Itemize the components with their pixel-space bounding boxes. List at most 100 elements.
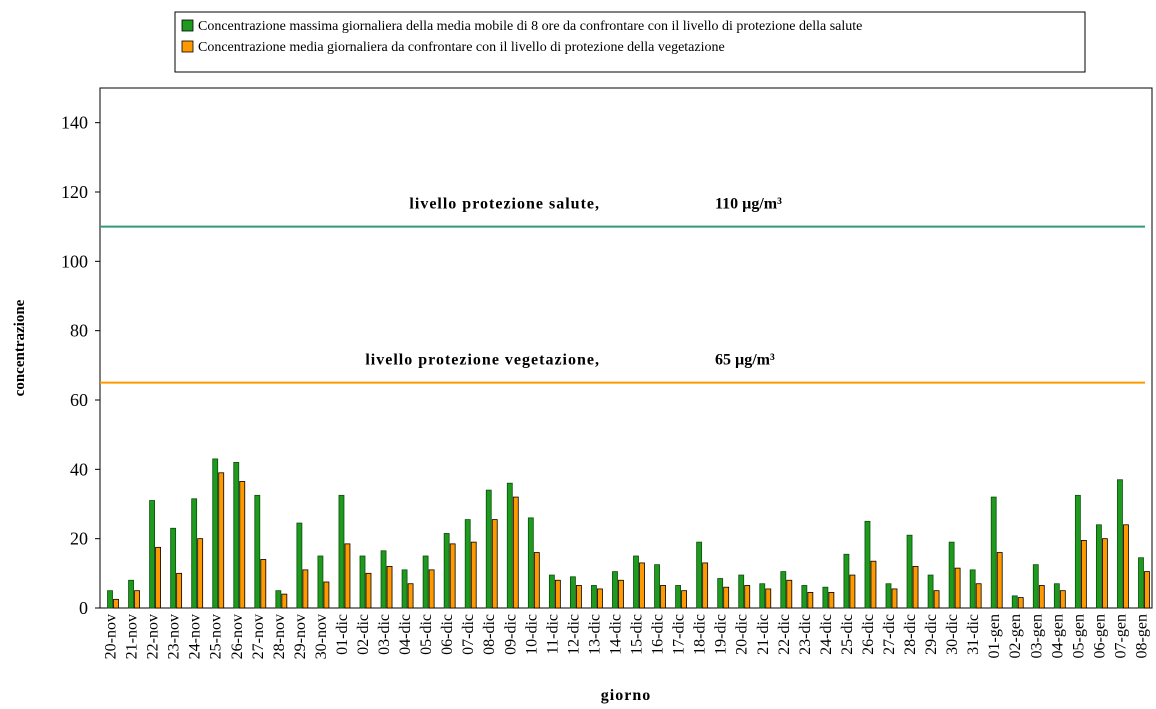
bar	[681, 590, 687, 609]
reference-label: livello protezione vegetazione,	[365, 352, 600, 369]
x-tick-label: 24-nov	[187, 614, 204, 659]
x-tick-label: 02-dic	[355, 614, 372, 655]
reference-label: livello protezione salute,	[409, 196, 600, 213]
bar	[801, 585, 808, 609]
x-tick-label: 29-nov	[292, 614, 309, 659]
bar	[317, 555, 324, 609]
bar	[969, 569, 976, 609]
x-tick-label: 21-nov	[124, 614, 141, 659]
bar	[365, 572, 372, 609]
bar	[281, 593, 288, 609]
y-tick-label: 40	[70, 459, 88, 479]
x-tick-label: 04-dic	[397, 614, 414, 655]
x-tick-label: 21-dic	[755, 614, 772, 655]
bar	[260, 559, 267, 609]
x-tick-label: 01-gen	[986, 614, 1003, 658]
bar	[996, 552, 1003, 609]
bar	[344, 543, 351, 609]
bar	[780, 571, 787, 609]
bar	[449, 543, 456, 609]
bar	[512, 496, 519, 609]
bar	[933, 590, 940, 609]
bar	[786, 579, 793, 609]
x-tick-label: 23-nov	[166, 614, 183, 659]
bar	[170, 527, 177, 609]
bar	[864, 520, 871, 609]
bar	[660, 585, 666, 609]
y-tick-label: 100	[61, 251, 88, 271]
x-tick-label: 16-dic	[650, 614, 667, 655]
y-tick-label: 120	[61, 182, 88, 202]
x-tick-label: 14-dic	[607, 614, 624, 655]
bar	[191, 498, 198, 609]
bar	[422, 555, 429, 609]
y-axis-label: concentrazione	[12, 299, 28, 396]
y-tick-label: 140	[61, 113, 88, 133]
bar	[759, 583, 766, 609]
bar	[807, 592, 814, 609]
x-axis-label: giorno	[601, 687, 651, 704]
x-tick-label: 07-gen	[1112, 614, 1129, 658]
x-tick-label: 25-nov	[208, 614, 225, 659]
bar	[485, 489, 492, 609]
bar	[1096, 524, 1102, 609]
x-tick-label: 23-dic	[797, 614, 814, 655]
bar	[212, 458, 219, 609]
bar	[338, 494, 345, 609]
bar	[1080, 540, 1087, 609]
bar	[302, 569, 309, 609]
x-tick-label: 20-dic	[734, 614, 751, 655]
bar	[1102, 538, 1108, 609]
bar	[1123, 524, 1129, 609]
x-tick-label: 10-dic	[523, 614, 540, 655]
legend-box	[174, 11, 1086, 73]
bar	[591, 585, 597, 609]
bar	[323, 581, 330, 609]
bar	[822, 586, 829, 609]
y-tick-label: 20	[70, 529, 88, 549]
bar	[612, 571, 618, 609]
reference-value-label: 110 µg/m³	[715, 196, 782, 213]
bar	[1011, 595, 1018, 609]
bar	[407, 583, 414, 609]
bar	[155, 546, 162, 609]
legend-swatch	[181, 19, 194, 32]
bar	[254, 494, 261, 609]
x-tick-label: 17-dic	[671, 614, 688, 655]
x-tick-label: 03-dic	[376, 614, 393, 655]
x-tick-label: 26-dic	[860, 614, 877, 655]
bar	[113, 598, 119, 609]
bar	[906, 534, 913, 609]
bar	[470, 541, 477, 609]
bar	[927, 574, 934, 609]
bar	[149, 500, 156, 609]
bar	[548, 574, 555, 609]
bar	[527, 517, 534, 609]
x-tick-label: 01-dic	[334, 614, 351, 655]
bar	[1059, 590, 1066, 609]
y-tick-label: 60	[70, 390, 88, 410]
x-tick-label: 04-gen	[1049, 614, 1066, 658]
legend-swatch	[181, 40, 194, 53]
x-tick-label: 03-gen	[1028, 614, 1045, 658]
x-tick-label: 09-dic	[502, 614, 519, 655]
bar	[554, 579, 561, 609]
bar	[239, 481, 246, 609]
bar	[380, 550, 387, 609]
bar	[128, 579, 134, 609]
x-tick-label: 07-dic	[460, 614, 477, 655]
bar	[401, 569, 408, 609]
x-tick-label: 29-dic	[923, 614, 940, 655]
bar	[654, 564, 660, 609]
x-tick-label: 12-dic	[565, 614, 582, 655]
bar	[744, 585, 751, 609]
bar	[176, 572, 183, 609]
bar	[576, 585, 582, 609]
x-tick-label: 06-dic	[439, 614, 456, 655]
x-tick-label: 28-dic	[902, 614, 919, 655]
bar	[386, 566, 393, 609]
bar	[723, 586, 730, 609]
x-tick-label: 30-nov	[313, 614, 330, 659]
bar	[828, 592, 835, 609]
